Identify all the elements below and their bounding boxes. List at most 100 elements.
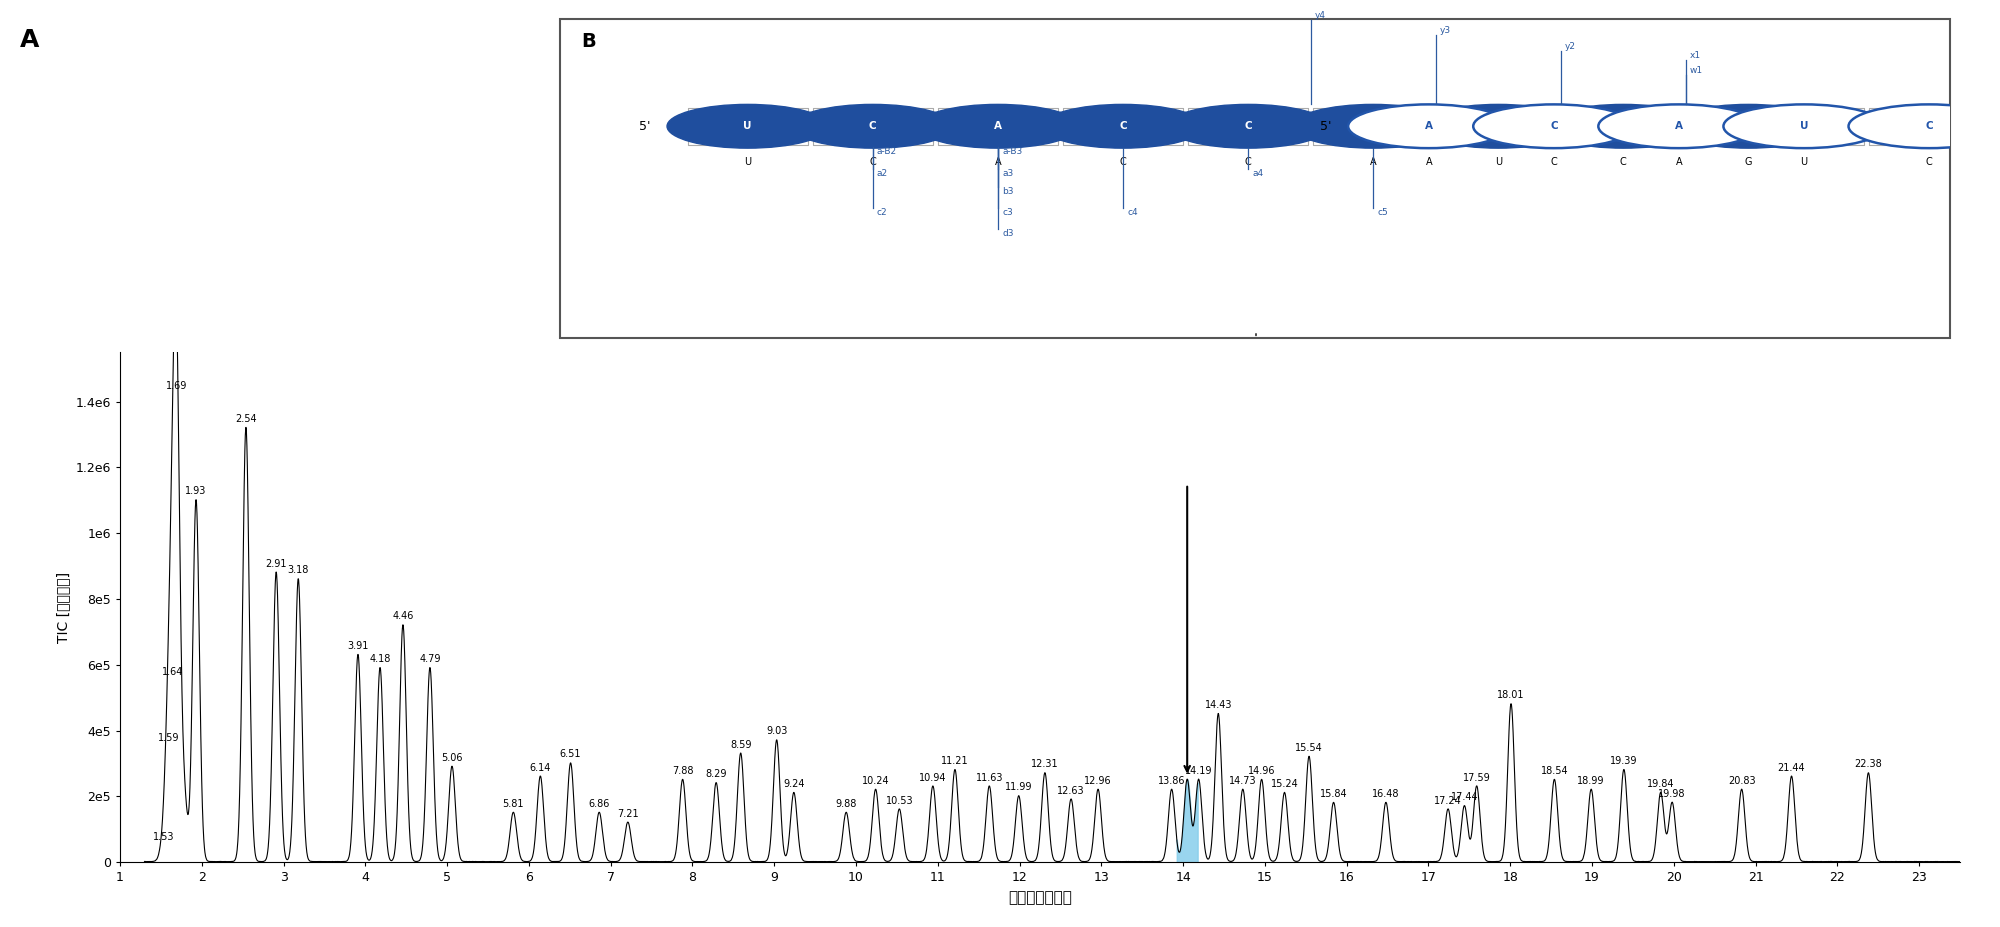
Text: 10.24: 10.24 — [862, 776, 890, 786]
Text: 18.54: 18.54 — [1540, 766, 1568, 776]
Text: a3: a3 — [1002, 169, 1014, 178]
Ellipse shape — [1418, 105, 1578, 148]
Text: A: A — [1424, 121, 1432, 132]
Text: U: U — [1494, 121, 1502, 132]
Text: 14.19: 14.19 — [1184, 766, 1212, 776]
Text: U: U — [744, 157, 752, 167]
Text: 18.99: 18.99 — [1578, 776, 1604, 786]
Ellipse shape — [668, 105, 828, 148]
Text: U: U — [1494, 157, 1502, 167]
Text: C: C — [1120, 121, 1126, 132]
Text: C: C — [1620, 121, 1628, 132]
Text: 1.64: 1.64 — [162, 667, 184, 678]
Text: 12.96: 12.96 — [1084, 776, 1112, 786]
Text: 15.24: 15.24 — [1270, 779, 1298, 789]
Ellipse shape — [1168, 105, 1328, 148]
Text: a2: a2 — [876, 169, 888, 178]
Text: a4: a4 — [1252, 169, 1264, 178]
Ellipse shape — [792, 105, 954, 148]
Text: G: G — [1744, 121, 1752, 132]
Text: A: A — [1370, 121, 1378, 132]
Ellipse shape — [1348, 105, 1510, 148]
Text: 2.91: 2.91 — [266, 559, 286, 568]
Text: 12.63: 12.63 — [1058, 786, 1084, 795]
X-axis label: 保持時間［分］: 保持時間［分］ — [1008, 890, 1072, 905]
Text: C: C — [1926, 157, 1932, 167]
Text: 4.18: 4.18 — [370, 654, 390, 664]
Text: c3: c3 — [1002, 208, 1012, 217]
Y-axis label: TIC [カウント]: TIC [カウント] — [56, 572, 70, 642]
Text: 8.29: 8.29 — [706, 769, 726, 780]
Text: C: C — [1244, 121, 1252, 132]
Text: 13.86: 13.86 — [1158, 776, 1186, 786]
Text: A: A — [20, 28, 40, 52]
Text: A: A — [1370, 157, 1376, 167]
Text: 21.44: 21.44 — [1778, 763, 1806, 772]
Text: C: C — [1926, 121, 1932, 132]
Text: 4.79: 4.79 — [420, 654, 440, 664]
Text: c2: c2 — [876, 208, 888, 217]
Text: a-B2: a-B2 — [876, 147, 898, 157]
Text: 1.53: 1.53 — [152, 832, 174, 842]
Ellipse shape — [1848, 105, 2000, 148]
Text: 19.39: 19.39 — [1610, 756, 1638, 766]
Text: C: C — [1550, 157, 1558, 167]
Text: 6.86: 6.86 — [588, 799, 610, 809]
Text: 15.54: 15.54 — [1296, 743, 1322, 753]
Text: 3.18: 3.18 — [288, 565, 308, 576]
Text: 20.83: 20.83 — [1728, 776, 1756, 786]
Text: 5': 5' — [1320, 120, 1332, 133]
Text: U: U — [1800, 121, 1808, 132]
Text: 9.24: 9.24 — [784, 779, 804, 789]
Text: 11.63: 11.63 — [976, 772, 1004, 782]
Text: c4: c4 — [1128, 208, 1138, 217]
Text: 11.99: 11.99 — [1004, 782, 1032, 793]
Text: 17.59: 17.59 — [1462, 772, 1490, 782]
Text: A: A — [1674, 121, 1682, 132]
Text: c5: c5 — [1378, 208, 1388, 217]
Text: 5.81: 5.81 — [502, 799, 524, 809]
Text: C: C — [870, 157, 876, 167]
Ellipse shape — [918, 105, 1078, 148]
Text: 19.98: 19.98 — [1658, 789, 1686, 799]
Ellipse shape — [1292, 105, 1454, 148]
Ellipse shape — [1724, 105, 1884, 148]
Ellipse shape — [1542, 105, 1704, 148]
Text: 11.21: 11.21 — [942, 756, 968, 766]
Text: d3: d3 — [1002, 229, 1014, 238]
Text: 14.73: 14.73 — [1228, 776, 1256, 786]
Text: b3: b3 — [1002, 187, 1014, 196]
Text: U: U — [744, 121, 752, 132]
Text: 19.84: 19.84 — [1646, 779, 1674, 789]
Text: A: A — [994, 157, 1002, 167]
Text: G: G — [1744, 157, 1752, 167]
Text: B: B — [580, 32, 596, 51]
Text: C: C — [868, 121, 876, 132]
Text: 14.96: 14.96 — [1248, 766, 1276, 776]
Text: 4.46: 4.46 — [392, 611, 414, 621]
Text: C: C — [1620, 157, 1626, 167]
Text: 7.88: 7.88 — [672, 766, 694, 776]
Text: A: A — [1426, 157, 1432, 167]
Text: 7.21: 7.21 — [618, 808, 638, 819]
Text: A: A — [994, 121, 1002, 132]
Text: 18.01: 18.01 — [1498, 691, 1524, 700]
Text: y3: y3 — [1440, 26, 1450, 35]
Text: 12.31: 12.31 — [1032, 759, 1058, 769]
Text: 22.38: 22.38 — [1854, 759, 1882, 769]
Text: 17.44: 17.44 — [1450, 793, 1478, 802]
Ellipse shape — [1974, 105, 2000, 148]
Ellipse shape — [1474, 105, 1634, 148]
Ellipse shape — [1668, 105, 1830, 148]
Text: 5.06: 5.06 — [442, 753, 462, 763]
Text: 1.69: 1.69 — [166, 381, 188, 391]
Text: 3.91: 3.91 — [348, 641, 368, 651]
Text: x1: x1 — [1690, 51, 1702, 59]
Text: 9.03: 9.03 — [766, 727, 788, 736]
Text: 15.84: 15.84 — [1320, 789, 1348, 799]
Ellipse shape — [1598, 105, 1760, 148]
Text: y2: y2 — [1564, 42, 1576, 50]
Text: w1: w1 — [1690, 66, 1704, 75]
Text: 6.14: 6.14 — [530, 763, 552, 772]
Ellipse shape — [1042, 105, 1204, 148]
